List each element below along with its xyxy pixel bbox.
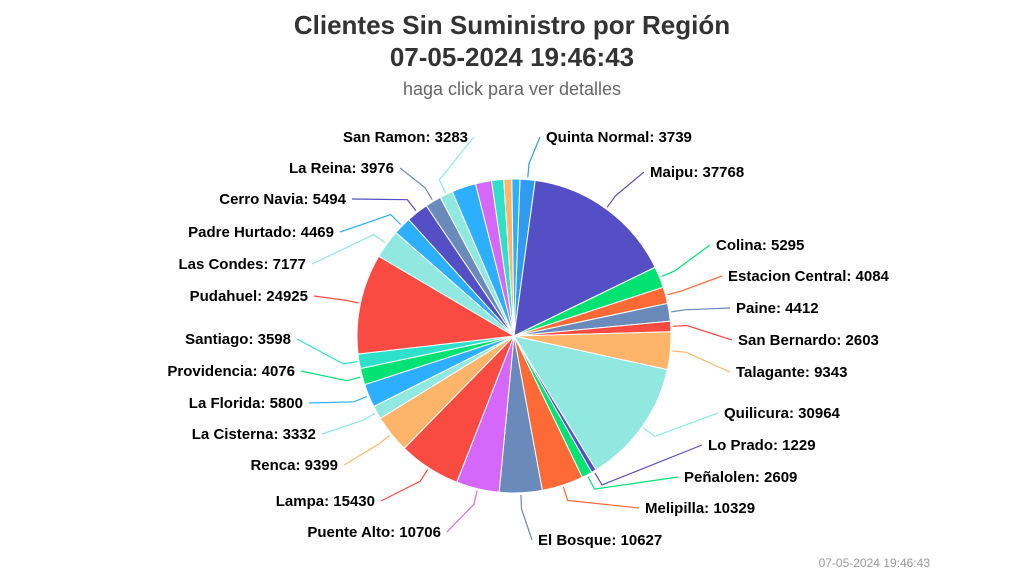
data-label-quilicura[interactable]: Quilicura: 30964 — [724, 405, 841, 422]
connector-maipu — [606, 171, 645, 208]
data-label-puente-alto[interactable]: Puente Alto: 10706 — [307, 524, 441, 541]
data-label-san-ramon[interactable]: San Ramon: 3283 — [343, 129, 468, 146]
data-label-padre-hurtado[interactable]: Padre Hurtado: 4469 — [188, 224, 334, 241]
data-label-renca[interactable]: Renca: 9399 — [250, 457, 338, 474]
connector-san-bernardo — [672, 324, 733, 341]
connector-quilicura — [643, 412, 719, 437]
connector-santiago — [296, 338, 358, 365]
data-label-quinta-normal[interactable]: Quinta Normal: 3739 — [546, 129, 692, 146]
connector-penalolen — [587, 476, 679, 490]
connector-quinta-normal — [527, 136, 541, 178]
data-label-estacion-central[interactable]: Estacion Central: 4084 — [728, 268, 890, 285]
connector-padre-hurtado — [339, 213, 402, 233]
connector-talagante — [672, 350, 731, 373]
data-label-pudahuel[interactable]: Pudahuel: 24925 — [190, 288, 308, 305]
pie-slice-pudahuel[interactable] — [356, 255, 516, 355]
data-label-el-bosque[interactable]: El Bosque: 10627 — [538, 532, 662, 549]
data-label-las-condes[interactable]: Las Condes: 7177 — [178, 256, 306, 273]
connector-la-cisterna — [321, 412, 376, 435]
connector-la-reina — [399, 167, 433, 201]
data-label-providencia[interactable]: Providencia: 4076 — [167, 363, 295, 380]
data-label-maipu[interactable]: Maipu: 37768 — [650, 164, 744, 181]
data-label-cerro-navia[interactable]: Cerro Navia: 5494 — [219, 191, 346, 208]
connector-lo-prado — [594, 444, 703, 486]
connector-puente-alto — [446, 490, 478, 533]
data-label-la-cisterna[interactable]: La Cisterna: 3332 — [192, 426, 316, 443]
connector-la-florida — [308, 395, 368, 404]
connector-pudahuel — [313, 295, 359, 304]
data-label-la-florida[interactable]: La Florida: 5800 — [189, 395, 303, 412]
connector-melipilla — [562, 486, 640, 509]
data-label-lampa[interactable]: Lampa: 15430 — [276, 493, 375, 510]
connector-colina — [661, 244, 711, 277]
pie-slice-quilicura[interactable] — [512, 335, 668, 471]
connector-las-condes — [311, 233, 386, 265]
connector-renca — [343, 434, 391, 466]
chart-credit-timestamp: 07-05-2024 19:46:43 — [818, 556, 930, 570]
pie-slice-unlabeled-29[interactable] — [511, 178, 521, 337]
chart-subtitle: haga click para ver detalles — [402, 79, 622, 99]
connector-cerro-navia — [351, 198, 417, 212]
connector-lampa — [380, 469, 429, 502]
data-label-paine[interactable]: Paine: 4412 — [736, 300, 819, 317]
connector-el-bosque — [520, 494, 533, 541]
chart-title-line2: 07-05-2024 19:46:43 — [389, 42, 635, 72]
connector-san-ramon — [438, 136, 475, 193]
data-label-san-bernardo[interactable]: San Bernardo: 2603 — [738, 332, 879, 349]
data-label-penalolen[interactable]: Peñalolen: 2609 — [684, 469, 797, 486]
data-label-talagante[interactable]: Talagante: 9343 — [736, 364, 847, 381]
data-label-la-reina[interactable]: La Reina: 3976 — [289, 160, 394, 177]
data-label-colina[interactable]: Colina: 5295 — [716, 237, 804, 254]
data-label-lo-prado[interactable]: Lo Prado: 1229 — [708, 437, 816, 454]
data-label-melipilla[interactable]: Melipilla: 10329 — [645, 500, 755, 517]
chart-title-line1: Clientes Sin Suministro por Región — [293, 10, 731, 40]
data-label-santiago[interactable]: Santiago: 3598 — [185, 331, 291, 348]
connector-estacion-central — [667, 275, 723, 296]
connector-paine — [671, 307, 731, 313]
pie-slice-maipu[interactable] — [513, 179, 656, 337]
connector-providencia — [300, 370, 361, 382]
